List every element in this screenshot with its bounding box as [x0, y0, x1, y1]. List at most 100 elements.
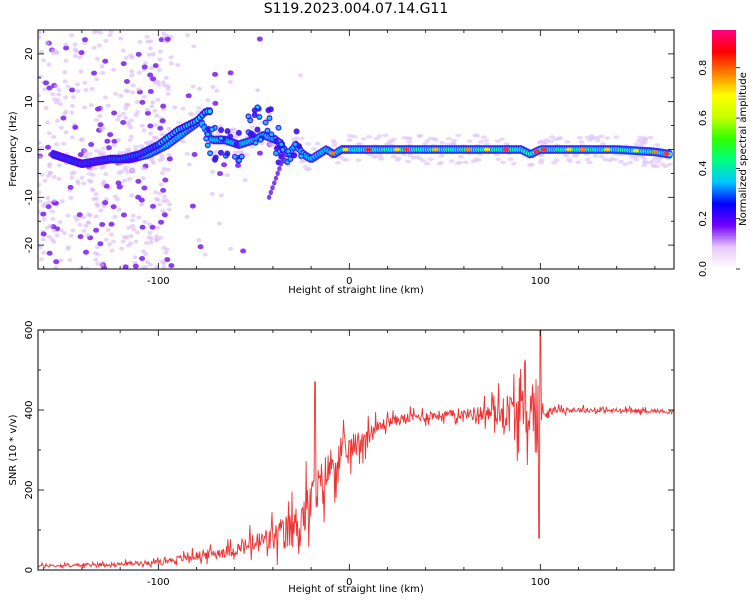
spectrogram-noise-blob	[46, 85, 53, 91]
spectrogram-noise-blob	[54, 51, 60, 56]
spectrogram-noise-blob	[175, 62, 181, 67]
spectrogram-noise-blob	[141, 64, 148, 70]
spectrogram-noise-blob	[77, 222, 83, 227]
spectrogram-noise-blob	[94, 56, 100, 61]
spectrogram-halo-blob	[314, 141, 321, 146]
spectrogram-halo-blob	[431, 136, 438, 141]
spectrogram-noise-blob	[136, 87, 142, 92]
spectrogram-cluster-core	[257, 115, 262, 119]
spectrogram-noise-blob	[161, 245, 167, 250]
spectrogram-halo-blob	[249, 125, 256, 129]
spectrogram-ytick-label: 0	[24, 146, 35, 152]
spectrogram-noise-blob	[50, 92, 56, 97]
spectrogram-noise-blob	[47, 170, 53, 175]
spectrogram-noise-blob	[38, 182, 42, 187]
spectrogram-cluster-blob	[235, 129, 242, 136]
spectrogram-noise-blob	[228, 246, 234, 251]
spectrogram-cluster-blob	[290, 152, 297, 159]
spectrogram-tail-blob	[270, 185, 275, 191]
spectrogram-noise-blob	[88, 142, 95, 148]
spectrogram-noise-blob	[164, 257, 171, 263]
spectrogram-halo-blob	[594, 138, 601, 143]
spectrogram-noise-blob	[196, 238, 202, 243]
spectrogram-peak	[603, 147, 611, 152]
spectrogram-noise-blob	[96, 43, 102, 48]
spectrogram-noise-blob	[38, 199, 43, 204]
colorbar-tick-label: 0.8	[698, 60, 709, 76]
spectrogram-noise-blob	[111, 67, 117, 72]
spectrogram-noise-blob	[103, 172, 109, 177]
spectrogram-halo-blob	[475, 158, 482, 162]
spectrogram-halo-blob	[394, 158, 401, 162]
spectrogram-cluster-blob	[224, 128, 231, 135]
spectrogram-noise-blob	[189, 203, 196, 209]
spectrogram-halo-blob	[604, 136, 611, 140]
spectrogram-halo-blob	[586, 138, 593, 142]
spectrogram-noise-blob	[137, 39, 143, 44]
spectrogram-noise-blob	[110, 239, 116, 244]
spectrogram-cluster-core	[248, 118, 253, 122]
spectrogram-noise-blob	[85, 220, 91, 225]
spectrogram-halo-blob	[390, 154, 397, 159]
spectrogram-noise-blob	[144, 34, 150, 39]
spectrogram-noise-blob	[139, 256, 146, 262]
spectrogram-tail-blob	[282, 151, 287, 157]
spectrogram-noise-blob	[107, 33, 113, 38]
spectrogram-noise-blob	[157, 49, 163, 54]
spectrogram-halo-blob	[83, 154, 90, 159]
spectrogram-noise-blob	[147, 89, 154, 95]
spectrogram-halo-blob	[267, 142, 274, 147]
spectrogram-cluster-core	[239, 154, 244, 159]
spectrogram-noise-blob	[185, 33, 191, 38]
spectrogram-noise-blob	[69, 33, 75, 38]
spectrogram-halo-blob	[445, 136, 452, 141]
spectrogram-noise-blob	[197, 244, 204, 250]
spectrogram-cluster-blob	[251, 107, 258, 114]
spectrogram-halo-blob	[347, 134, 354, 138]
spectrogram-noise-blob	[63, 45, 70, 51]
spectrogram-noise-blob	[94, 106, 101, 112]
snr-xlabel: Height of straight line (km)	[288, 584, 424, 595]
spectrogram-halo-blob	[414, 154, 421, 159]
spectrogram-noise-blob	[147, 72, 154, 78]
spectrogram-noise-blob	[140, 249, 146, 254]
spectrogram-noise-blob	[78, 266, 84, 269]
spectrogram-noise-blob	[93, 257, 99, 262]
spectrogram-halo-blob	[436, 161, 443, 166]
spectrogram-noise-blob	[235, 162, 242, 168]
spectrogram-peak	[403, 147, 410, 152]
spectrogram-cluster-core	[253, 141, 258, 145]
spectrogram-noise-blob	[154, 197, 160, 202]
spectrogram-cluster-blob	[251, 111, 258, 118]
spectrogram-halo-blob	[641, 163, 648, 168]
spectrogram-noise-blob	[159, 154, 165, 159]
spectrogram-halo-blob	[118, 169, 125, 174]
spectrogram-noise-blob	[45, 204, 52, 210]
spectrogram-noise-blob	[216, 221, 222, 226]
spectrogram-noise-blob	[298, 73, 304, 78]
spectrogram-cluster-core	[246, 114, 251, 119]
spectrogram-noise-blob	[149, 66, 155, 71]
spectrogram-halo-blob	[386, 140, 393, 144]
spectrogram-cluster-blob	[272, 138, 279, 145]
spectrogram-peak	[565, 147, 573, 152]
spectrogram-halo-blob	[633, 142, 640, 146]
spectrogram-noise-blob	[157, 125, 164, 131]
spectrogram-halo-blob	[578, 140, 585, 144]
spectrogram-halo-blob	[553, 158, 560, 163]
spectrogram-noise-blob	[147, 230, 153, 235]
spectrogram-noise-blob	[159, 170, 165, 175]
spectrogram-halo-blob	[417, 134, 424, 138]
spectrogram-cluster-core	[288, 157, 293, 161]
spectrogram-xtick-label: -100	[147, 276, 170, 287]
spectrogram-halo-blob	[86, 172, 93, 176]
spectrogram-noise-blob	[78, 138, 84, 143]
spectrogram-noise-blob	[108, 30, 114, 34]
spectrogram-noise-blob	[68, 195, 74, 200]
snr-ylabel: SNR (10 * v/v)	[8, 414, 19, 485]
spectrogram-cluster-core	[280, 148, 285, 152]
spectrogram-halo-blob	[405, 136, 412, 140]
spectrogram-noise-blob	[160, 103, 167, 109]
spectrogram-halo-blob	[483, 138, 490, 143]
spectrogram-noise-blob	[60, 115, 67, 121]
